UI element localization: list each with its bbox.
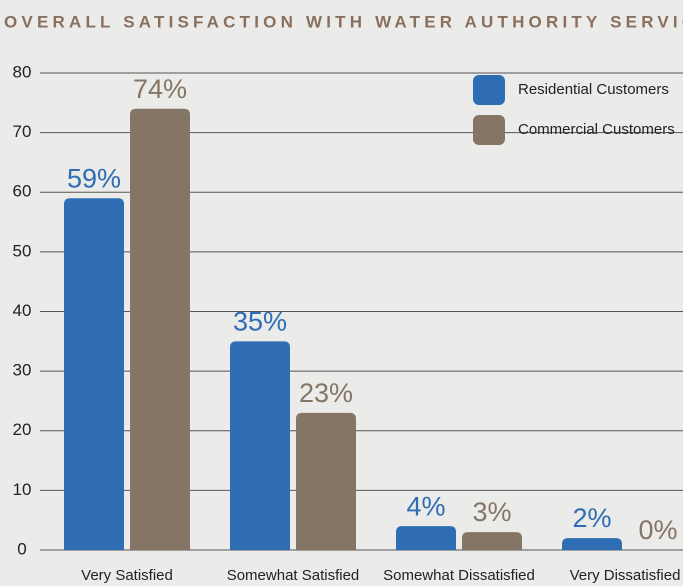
- y-tick-label: 50: [13, 241, 32, 260]
- bar: [462, 532, 522, 550]
- x-tick-label: Very Dissatisfied: [570, 567, 681, 584]
- bar: [64, 198, 124, 550]
- value-label: 59%: [67, 163, 121, 193]
- value-label: 74%: [133, 74, 187, 104]
- y-tick-label: 10: [13, 480, 32, 499]
- value-label: 35%: [233, 306, 287, 336]
- bar: [396, 526, 456, 550]
- x-tick-label: Very Satisfied: [81, 567, 173, 584]
- y-tick-label: 80: [13, 62, 32, 81]
- value-label: 0%: [638, 515, 677, 545]
- y-tick-label: 0: [17, 539, 26, 558]
- value-label: 2%: [572, 503, 611, 533]
- value-label: 23%: [299, 378, 353, 408]
- y-tick-label: 60: [13, 182, 32, 201]
- chart-title: OVERALL SATISFACTION WITH WATER AUTHORIT…: [4, 12, 683, 31]
- bar: [230, 341, 290, 550]
- legend-swatch: [473, 75, 505, 105]
- y-tick-label: 20: [13, 420, 32, 439]
- bar: [562, 538, 622, 550]
- x-tick-label: Somewhat Dissatisfied: [383, 567, 535, 584]
- value-label: 3%: [472, 497, 511, 527]
- legend-label: Commercial Customers: [518, 121, 675, 138]
- y-tick-label: 30: [13, 361, 32, 380]
- bar: [130, 108, 190, 551]
- legend-label: Residential Customers: [518, 81, 669, 98]
- bar: [296, 412, 356, 550]
- y-tick-label: 40: [13, 301, 32, 320]
- y-tick-label: 70: [13, 122, 32, 141]
- x-tick-label: Somewhat Satisfied: [227, 567, 360, 584]
- value-label: 4%: [406, 491, 445, 521]
- legend-swatch: [473, 115, 505, 145]
